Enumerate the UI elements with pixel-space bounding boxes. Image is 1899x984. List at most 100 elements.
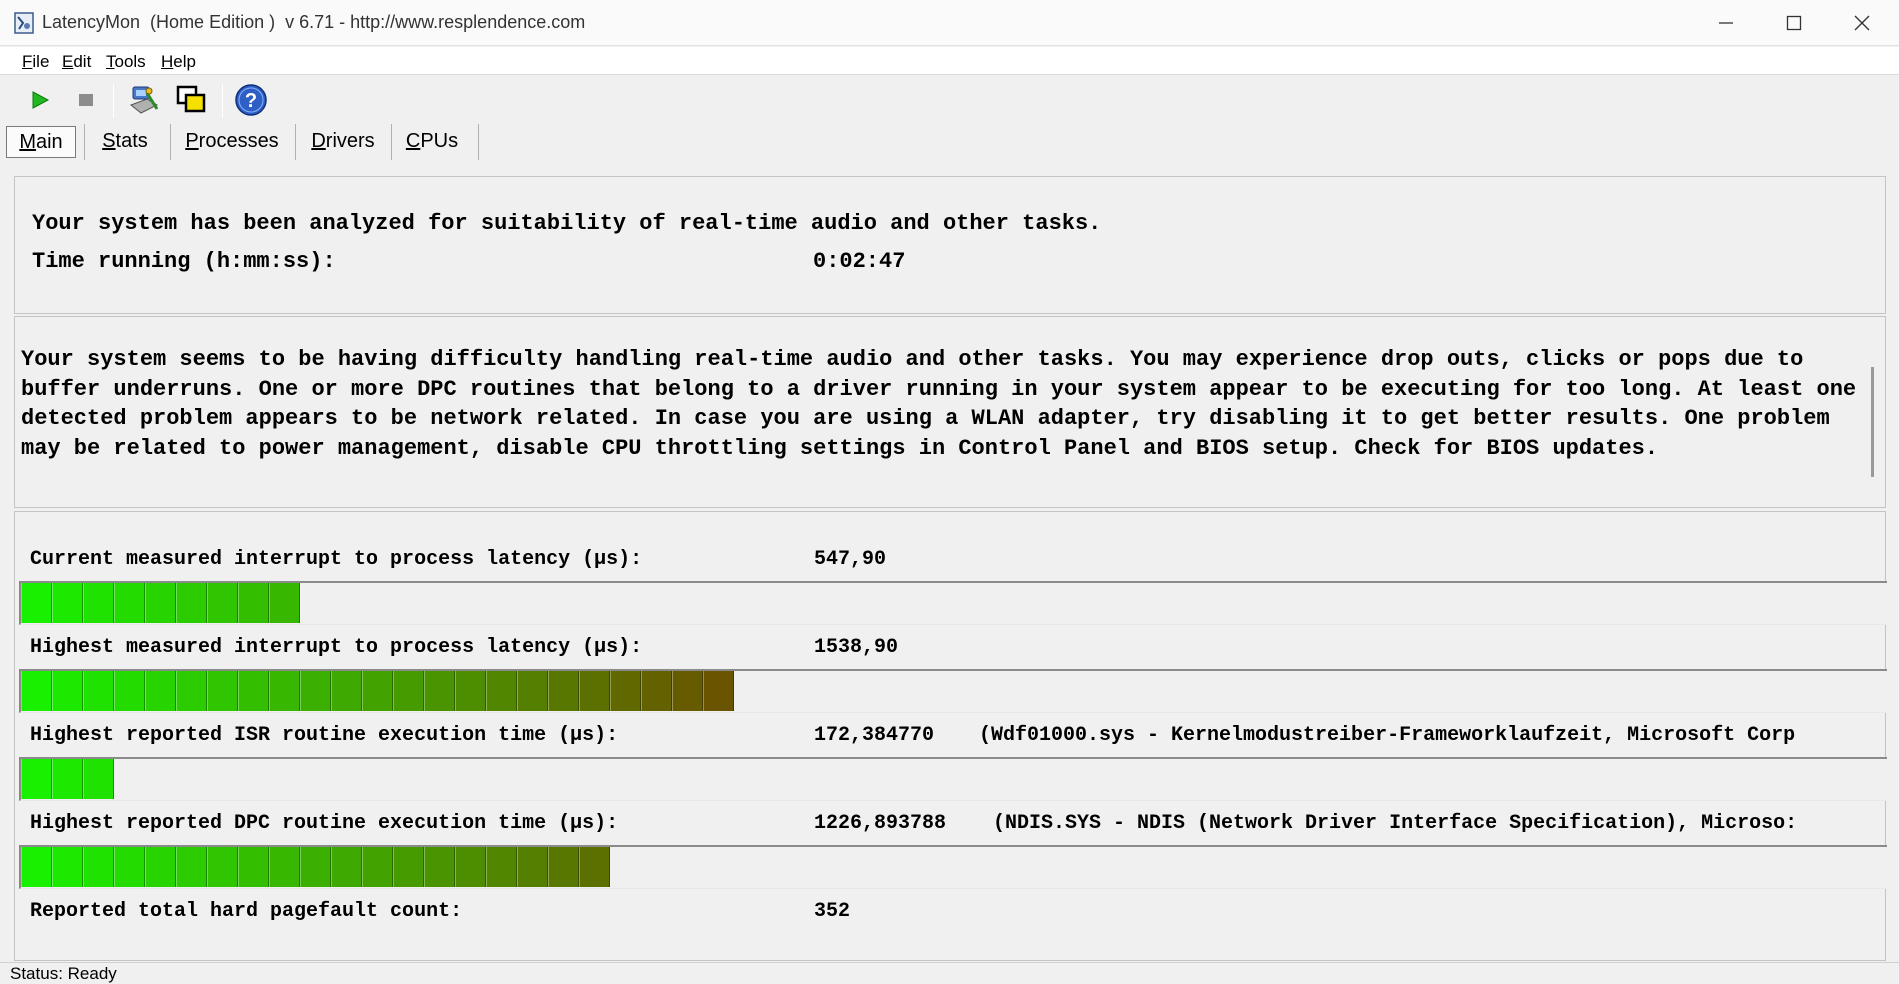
diagnosis-panel: Your system seems to be having difficult… bbox=[14, 316, 1886, 508]
meter-segment bbox=[83, 583, 114, 623]
meter-segment bbox=[207, 583, 238, 623]
play-icon bbox=[32, 91, 50, 109]
tab-separator bbox=[391, 124, 392, 160]
tab-separator bbox=[295, 124, 296, 160]
meter-segment bbox=[21, 671, 52, 711]
diagnosis-scrollbar[interactable] bbox=[1871, 367, 1874, 477]
tab-cpus[interactable]: CPUs bbox=[405, 130, 459, 152]
help-button[interactable]: ? bbox=[233, 82, 269, 118]
stop-icon bbox=[79, 94, 93, 106]
diagnosis-text: Your system seems to be having difficult… bbox=[21, 347, 1857, 461]
latencymon-app-icon bbox=[14, 12, 34, 34]
svg-text:?: ? bbox=[245, 90, 257, 112]
pagefault-count-value: 352 bbox=[814, 900, 851, 923]
meter-segment bbox=[672, 671, 703, 711]
meter-segment bbox=[393, 671, 424, 711]
meter-segment bbox=[331, 847, 362, 887]
dpc-time-meter bbox=[19, 845, 1887, 889]
isr-time-value: 172,384770 bbox=[814, 724, 935, 747]
highest-latency-meter bbox=[19, 669, 1887, 713]
isr-driver-info: (Wdf01000.sys - Kernelmodustreiber-Frame… bbox=[979, 724, 1796, 747]
meter-segment bbox=[610, 671, 641, 711]
windows-icon bbox=[176, 85, 206, 113]
menu-tools[interactable]: Tools bbox=[106, 52, 146, 71]
minimize-icon bbox=[1719, 22, 1733, 24]
stop-button[interactable] bbox=[68, 82, 104, 118]
toolbar: ? bbox=[0, 78, 1899, 124]
tab-processes[interactable]: Processes bbox=[185, 130, 279, 152]
maximize-button[interactable] bbox=[1760, 0, 1828, 46]
tab-main[interactable]: Main bbox=[6, 126, 76, 158]
meter-fill bbox=[21, 759, 114, 799]
meter-segment bbox=[548, 847, 579, 887]
highest-latency-label: Highest measured interrupt to process la… bbox=[30, 636, 643, 659]
menu-file[interactable]: File bbox=[22, 52, 50, 71]
dpc-driver-info: (NDIS.SYS - NDIS (Network Driver Interfa… bbox=[993, 812, 1798, 835]
meter-segment bbox=[455, 671, 486, 711]
time-running-label: Time running (h:mm:ss): bbox=[32, 249, 336, 274]
tab-separator bbox=[84, 124, 85, 160]
tab-stats[interactable]: Stats bbox=[102, 130, 148, 152]
analysis-summary-text: Your system has been analyzed for suitab… bbox=[32, 211, 1102, 236]
meter-segment bbox=[486, 847, 517, 887]
isr-time-label: Highest reported ISR routine execution t… bbox=[30, 724, 619, 747]
dpc-time-value: 1226,893788 bbox=[814, 812, 947, 835]
meter-segment bbox=[703, 671, 734, 711]
meter-segment bbox=[21, 759, 52, 799]
help-icon: ? bbox=[235, 84, 267, 116]
current-latency-label: Current measured interrupt to process la… bbox=[30, 548, 643, 571]
meter-segment bbox=[455, 847, 486, 887]
meter-segment bbox=[300, 671, 331, 711]
title-bar[interactable]: LatencyMon (Home Edition ) v 6.71 - http… bbox=[0, 0, 1899, 46]
start-button[interactable] bbox=[22, 82, 58, 118]
menu-edit[interactable]: Edit bbox=[62, 52, 92, 71]
meter-segment bbox=[145, 671, 176, 711]
meter-segment bbox=[114, 583, 145, 623]
meter-segment bbox=[424, 847, 455, 887]
menu-bar: File Edit Tools Help bbox=[0, 47, 1899, 75]
meter-segment bbox=[83, 759, 114, 799]
meter-segment bbox=[207, 671, 238, 711]
pagefault-count-label: Reported total hard pagefault count: bbox=[30, 900, 463, 923]
driver-icon bbox=[130, 86, 159, 114]
meter-segment bbox=[300, 847, 331, 887]
status-text: Status: Ready bbox=[10, 964, 117, 983]
meter-segment bbox=[238, 847, 269, 887]
current-latency-value: 547,90 bbox=[814, 548, 887, 571]
minimize-button[interactable] bbox=[1692, 0, 1760, 46]
current-latency-meter bbox=[19, 581, 1887, 625]
meter-segment bbox=[362, 671, 393, 711]
tab-drivers[interactable]: Drivers bbox=[311, 130, 375, 152]
meter-segment bbox=[21, 583, 52, 623]
toolbar-separator bbox=[222, 84, 223, 118]
meter-segment bbox=[83, 671, 114, 711]
meter-segment bbox=[424, 671, 455, 711]
meter-segment bbox=[517, 671, 548, 711]
maximize-icon bbox=[1786, 15, 1802, 31]
close-button[interactable] bbox=[1828, 0, 1896, 46]
meter-segment bbox=[114, 847, 145, 887]
drivers-button[interactable] bbox=[126, 82, 162, 118]
meter-segment bbox=[393, 847, 424, 887]
tab-separator bbox=[478, 124, 479, 160]
tab-bar: Main Stats Processes Drivers CPUs bbox=[0, 122, 1899, 162]
isr-time-meter bbox=[19, 757, 1887, 801]
highest-latency-value: 1538,90 bbox=[814, 636, 899, 659]
windows-button[interactable] bbox=[173, 82, 209, 118]
meter-segment bbox=[238, 583, 269, 623]
meter-segment bbox=[145, 583, 176, 623]
toolbar-separator bbox=[113, 84, 114, 118]
meter-segment bbox=[517, 847, 548, 887]
meter-segment bbox=[641, 671, 672, 711]
meter-segment bbox=[207, 847, 238, 887]
meter-fill bbox=[21, 583, 300, 623]
meter-segment bbox=[52, 671, 83, 711]
menu-help[interactable]: Help bbox=[161, 52, 196, 71]
meter-segment bbox=[52, 847, 83, 887]
meter-segment bbox=[83, 847, 114, 887]
meter-segment bbox=[331, 671, 362, 711]
meter-segment bbox=[362, 847, 393, 887]
meter-segment bbox=[486, 671, 517, 711]
meter-segment bbox=[579, 671, 610, 711]
meter-fill bbox=[21, 847, 610, 887]
